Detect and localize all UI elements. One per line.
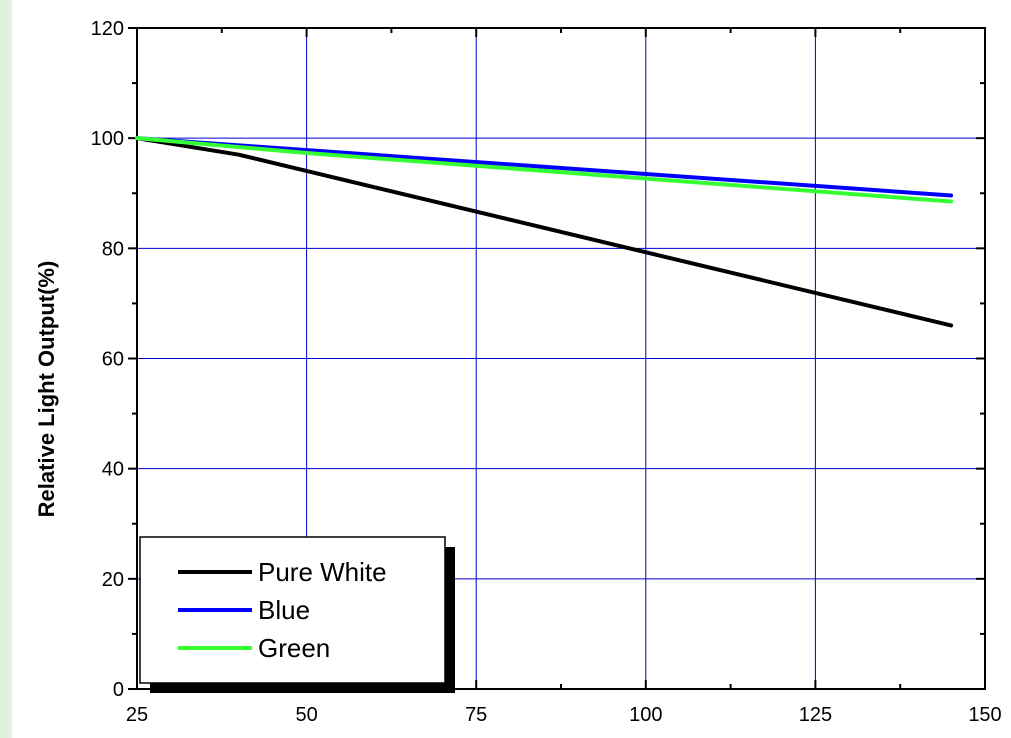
- y-axis-title: Relative Light Output(%): [34, 261, 59, 518]
- x-tick-label-125: 125: [799, 704, 832, 726]
- left-edge-decoration: [0, 0, 12, 738]
- x-tick-label-100: 100: [629, 704, 662, 726]
- legend-label-pure-white: Pure White: [258, 557, 387, 587]
- y-tick-label-40: 40: [102, 459, 124, 481]
- x-tick-label-50: 50: [295, 704, 317, 726]
- x-tick-labels: 25 50 75 100 125 150: [126, 704, 1002, 726]
- series-line-pure-white: [135, 136, 954, 328]
- legend-label-green: Green: [258, 633, 330, 663]
- y-tick-label-100: 100: [91, 128, 124, 150]
- series-line-blue: [135, 136, 954, 198]
- y-tick-label-120: 120: [91, 18, 124, 40]
- x-tick-label-150: 150: [968, 704, 1001, 726]
- x-tick-label-25: 25: [126, 704, 148, 726]
- y-tick-label-80: 80: [102, 238, 124, 260]
- legend: Pure White Blue Green: [139, 536, 455, 693]
- y-tick-label-20: 20: [102, 569, 124, 591]
- y-tick-label-0: 0: [113, 679, 124, 701]
- y-tick-label-60: 60: [102, 349, 124, 371]
- series-line-green: [135, 136, 954, 204]
- series-lines: [135, 136, 954, 328]
- legend-label-blue: Blue: [258, 595, 310, 625]
- x-tick-label-75: 75: [465, 704, 487, 726]
- y-tick-labels: 0 20 40 60 80 100 120: [91, 18, 124, 701]
